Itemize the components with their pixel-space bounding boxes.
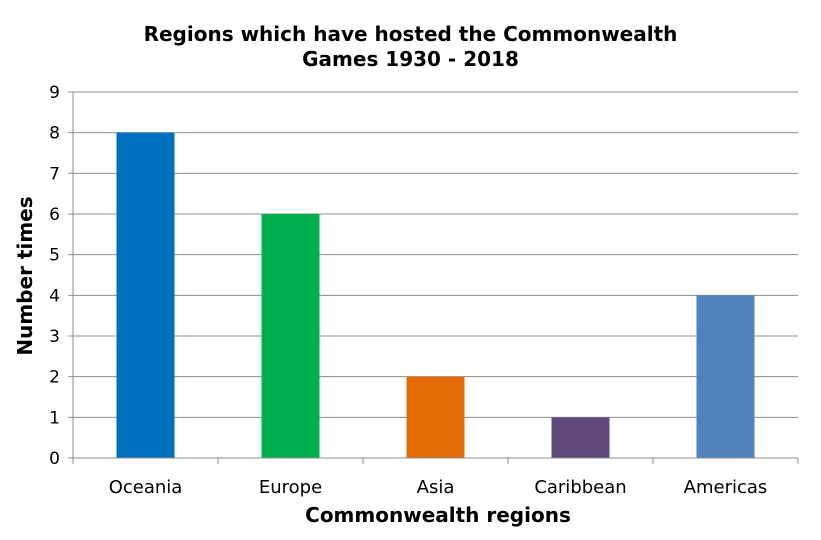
- y-tick-label: 5: [49, 246, 60, 266]
- bar-americas: [696, 295, 755, 458]
- chart-title-line-2: Games 1930 - 2018: [302, 47, 519, 71]
- axes: [68, 91, 799, 464]
- y-tick-label: 7: [49, 164, 60, 184]
- gridlines: [73, 91, 798, 418]
- y-axis-title: Number times: [13, 196, 37, 355]
- bar-asia: [406, 376, 465, 458]
- y-tick-label: 8: [49, 124, 60, 144]
- x-axis-title: Commonwealth regions: [305, 503, 571, 527]
- x-tick-label: Asia: [417, 477, 455, 498]
- bar-oceania: [116, 132, 175, 458]
- chart-title-line-1: Regions which have hosted the Commonweal…: [143, 22, 678, 46]
- y-tick-label: 9: [49, 83, 60, 103]
- x-tick-label: Americas: [684, 477, 768, 498]
- x-tick-label: Europe: [259, 477, 322, 498]
- x-tick-label: Oceania: [109, 477, 183, 498]
- y-tick-label: 6: [49, 205, 60, 225]
- bars: [116, 132, 755, 458]
- bar-caribbean: [551, 417, 610, 458]
- y-tick-label: 3: [49, 327, 60, 347]
- y-tick-label: 0: [49, 449, 60, 469]
- bar-europe: [261, 214, 320, 458]
- y-tick-label: 1: [49, 408, 60, 428]
- y-tick-label: 2: [49, 368, 60, 388]
- x-tick-label: Caribbean: [534, 477, 626, 498]
- tick-labels: 0 1 2 3 4 5 6 7 8 9 Oceania Europe Asia Caribbean Amer…: [49, 83, 767, 498]
- y-tick-label: 4: [49, 286, 60, 306]
